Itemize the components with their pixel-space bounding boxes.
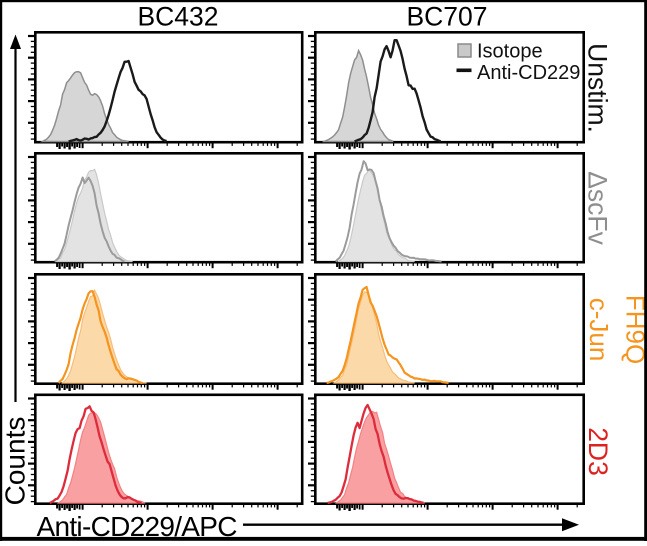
svg-text:c-Jun: c-Jun	[584, 298, 614, 362]
svg-text:Counts: Counts	[0, 417, 31, 506]
svg-text:BC707: BC707	[406, 2, 487, 32]
svg-text:Isotope: Isotope	[477, 41, 543, 63]
svg-text:2D3: 2D3	[583, 427, 613, 476]
svg-text:FH9Q: FH9Q	[620, 295, 647, 364]
svg-text:Unstim.: Unstim.	[583, 43, 613, 133]
svg-text:Anti-CD229/APC: Anti-CD229/APC	[37, 511, 238, 541]
svg-text:ΔscFv: ΔscFv	[583, 171, 613, 245]
svg-text:BC432: BC432	[137, 2, 218, 32]
svg-text:Anti-CD229: Anti-CD229	[477, 62, 580, 84]
